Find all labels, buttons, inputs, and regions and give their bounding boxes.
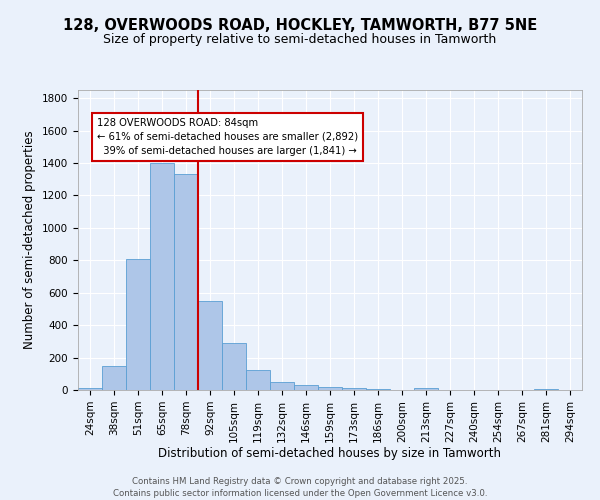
Text: 128 OVERWOODS ROAD: 84sqm
← 61% of semi-detached houses are smaller (2,892)
  39: 128 OVERWOODS ROAD: 84sqm ← 61% of semi-… <box>97 118 358 156</box>
Bar <box>414 388 438 390</box>
Bar <box>78 388 102 390</box>
Bar <box>150 163 174 390</box>
Bar <box>366 389 390 390</box>
Bar <box>342 388 366 390</box>
Bar <box>534 388 558 390</box>
Text: Contains HM Land Registry data © Crown copyright and database right 2025.
Contai: Contains HM Land Registry data © Crown c… <box>113 476 487 498</box>
Bar <box>174 174 198 390</box>
Bar <box>222 343 246 390</box>
Bar <box>294 385 318 390</box>
Text: Size of property relative to semi-detached houses in Tamworth: Size of property relative to semi-detach… <box>103 32 497 46</box>
Y-axis label: Number of semi-detached properties: Number of semi-detached properties <box>23 130 37 350</box>
Bar <box>246 370 270 390</box>
Bar <box>198 301 222 390</box>
X-axis label: Distribution of semi-detached houses by size in Tamworth: Distribution of semi-detached houses by … <box>158 448 502 460</box>
Bar <box>102 366 126 390</box>
Bar <box>126 260 150 390</box>
Bar <box>270 382 294 390</box>
Bar <box>318 387 342 390</box>
Text: 128, OVERWOODS ROAD, HOCKLEY, TAMWORTH, B77 5NE: 128, OVERWOODS ROAD, HOCKLEY, TAMWORTH, … <box>63 18 537 32</box>
